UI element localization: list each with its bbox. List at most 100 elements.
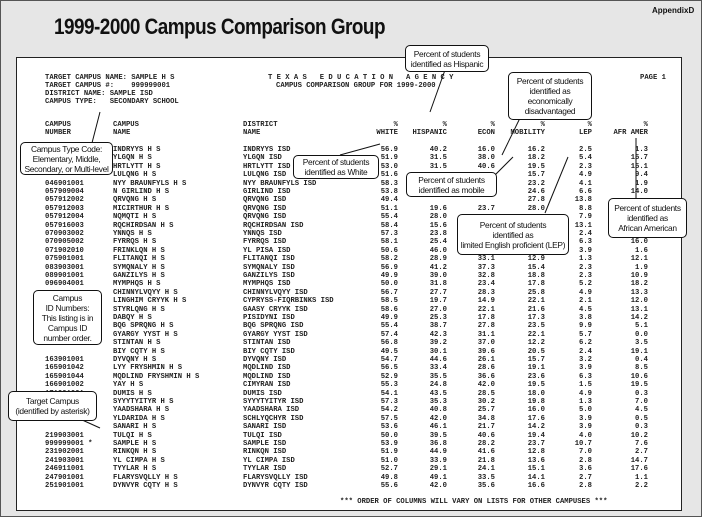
cell-lep: 6.3 — [579, 372, 592, 381]
cell-mobility: 18.8 — [527, 272, 545, 280]
column-header-district-name: NAME — [243, 129, 261, 137]
cell-econ: 24.1 — [477, 465, 495, 474]
cell-district-name: SYMQNALY ISD — [243, 263, 295, 272]
cell-district-name: DUMIS ISD — [243, 389, 282, 398]
cell-white: 57.3 — [380, 398, 398, 406]
cell-campus-name: MICIRTHUR H S — [113, 204, 170, 213]
cell-afr-amer: 1.1 — [635, 473, 648, 482]
cell-hispanic: 28.0 — [429, 213, 447, 222]
cell-hispanic: 46.0 — [429, 246, 447, 255]
callout-text: African American — [618, 223, 677, 233]
callout-mobile: Percent of students identified as mobile — [406, 172, 497, 197]
cell-lep: 10.7 — [574, 440, 592, 448]
cell-afr-amer: 7.0 — [635, 398, 648, 406]
cell-district-name: DYVQNY ISD — [243, 356, 287, 364]
cell-lep: 4.9 — [579, 171, 592, 180]
cell-district-name: FYRRQS ISD — [243, 238, 287, 247]
cell-white: 50.0 — [380, 280, 398, 289]
cell-district-name: GIRLIND ISD — [243, 188, 291, 196]
cell-district-name: STINTAN ISD — [243, 339, 291, 348]
cell-hispanic: 42.3 — [429, 330, 447, 339]
cell-lep: 4.0 — [579, 431, 592, 440]
cell-lep: 1.5 — [579, 381, 592, 390]
cell-mobility: 12.8 — [527, 448, 545, 457]
cell-lep: 6.2 — [579, 339, 592, 348]
cell-white: 57.5 — [380, 414, 398, 423]
cell-district-name: LULQNG ISD — [243, 171, 287, 180]
cell-district-name: TULQI ISD — [243, 431, 282, 440]
cell-campus-name: MQDLIND FRYSHMIN H S — [113, 372, 200, 381]
cell-afr-amer: 1.6 — [635, 246, 648, 255]
cell-white: 56.5 — [380, 364, 398, 373]
cell-white: 55.4 — [380, 322, 398, 331]
callout-text: ID Numbers: — [45, 302, 90, 313]
cell-district-name: FLARYSVQLLY ISD — [243, 473, 308, 482]
cell-mobility: 19.4 — [527, 431, 545, 440]
cell-econ: 36.6 — [477, 372, 495, 381]
cell-econ: 37.3 — [477, 263, 495, 272]
cell-lep: 2.3 — [579, 162, 592, 171]
callout-text: identified as — [627, 213, 668, 223]
callout-text: identified as — [492, 229, 534, 240]
cell-afr-amer: 8.5 — [635, 364, 648, 373]
cell-campus-name: FLITANQI H S — [113, 255, 165, 264]
column-header-lep: LEP — [579, 129, 592, 137]
cell-hispanic: 23.8 — [429, 230, 447, 238]
callout-campus-id: Campus ID Numbers: This listing is in Ca… — [33, 290, 102, 345]
cell-mobility: 16.2 — [527, 146, 545, 154]
callout-text: Campus ID — [47, 322, 88, 333]
cell-lep: 5.0 — [579, 406, 592, 415]
cell-district-name: TYYLAR ISD — [243, 465, 287, 474]
agency-name: T E X A S E D U C A T I O N A G E N C Y — [268, 74, 454, 82]
cell-econ: 28.5 — [477, 389, 495, 398]
cell-econ: 33.1 — [477, 255, 495, 264]
cell-afr-amer: 0.0 — [635, 330, 648, 339]
district-name: DISTRICT NAME: SAMPLE ISD — [45, 90, 153, 98]
cell-afr-amer: 1.9 — [635, 179, 648, 188]
cell-white: 54.1 — [380, 389, 398, 398]
cell-campus-number: 057916003 — [45, 221, 84, 230]
cell-district-name: YLGQN ISD — [243, 154, 282, 163]
cell-district-name: BIY CQTY ISD — [243, 347, 295, 356]
cell-campus-number: 999999001 * — [45, 440, 93, 448]
cell-district-name: MQDLIND ISD — [243, 364, 291, 373]
cell-white: 53.8 — [380, 188, 398, 196]
cell-campus-name: DABQY H S — [113, 314, 152, 322]
cell-afr-amer: 15.7 — [630, 154, 648, 163]
cell-campus-name: YNNQS H S — [113, 230, 152, 238]
cell-hispanic: 35.3 — [429, 398, 447, 406]
cell-mobility: 14.2 — [527, 423, 545, 432]
cell-white: 57.4 — [380, 330, 398, 339]
cell-white: 50.0 — [380, 431, 398, 440]
cell-district-name: SCHLYQCHYR ISD — [243, 414, 304, 423]
cell-district-name: RINKQN ISD — [243, 448, 287, 457]
cell-white: 56.9 — [380, 263, 398, 272]
callout-text: Percent of students — [418, 174, 485, 185]
callout-text: Percent of students — [516, 76, 584, 86]
cell-white: 58.3 — [380, 179, 398, 188]
cell-white: 54.7 — [380, 356, 398, 364]
cell-campus-number: 219903001 — [45, 431, 84, 440]
cell-campus-name: SANARI H S — [113, 423, 157, 432]
cell-campus-number: 165901042 — [45, 364, 84, 373]
cell-campus-name: CHINNYLVQYY H S — [113, 288, 178, 297]
cell-mobility: 19.5 — [527, 381, 545, 390]
cell-district-name: YAADSHARA ISD — [243, 406, 300, 415]
cell-white: 49.4 — [380, 196, 398, 205]
cell-hispanic: 31.5 — [429, 154, 447, 163]
cell-afr-amer: 0.3 — [635, 389, 648, 398]
cell-lep: 2.3 — [579, 263, 592, 272]
cell-hispanic: 46.1 — [429, 423, 447, 432]
cell-campus-number: 057912004 — [45, 213, 84, 222]
cell-campus-name: YLDARIDA H S — [113, 414, 165, 423]
cell-white: 55.3 — [380, 381, 398, 390]
callout-lep: Percent of students identified as limite… — [457, 214, 569, 255]
callout-campus-type: Campus Type Code: Elementary, Middle, Se… — [20, 142, 113, 175]
cell-district-name: INDRYYS ISD — [243, 146, 291, 154]
cell-mobility: 23.6 — [527, 372, 545, 381]
cell-afr-amer: 12.0 — [630, 297, 648, 306]
column-header-mobility: % — [540, 121, 545, 129]
cell-afr-amer: 5.1 — [635, 322, 648, 331]
cell-district-name: DYNVYR CQTY ISD — [243, 482, 308, 490]
cell-campus-name: STYRLQNG H S — [113, 305, 165, 314]
